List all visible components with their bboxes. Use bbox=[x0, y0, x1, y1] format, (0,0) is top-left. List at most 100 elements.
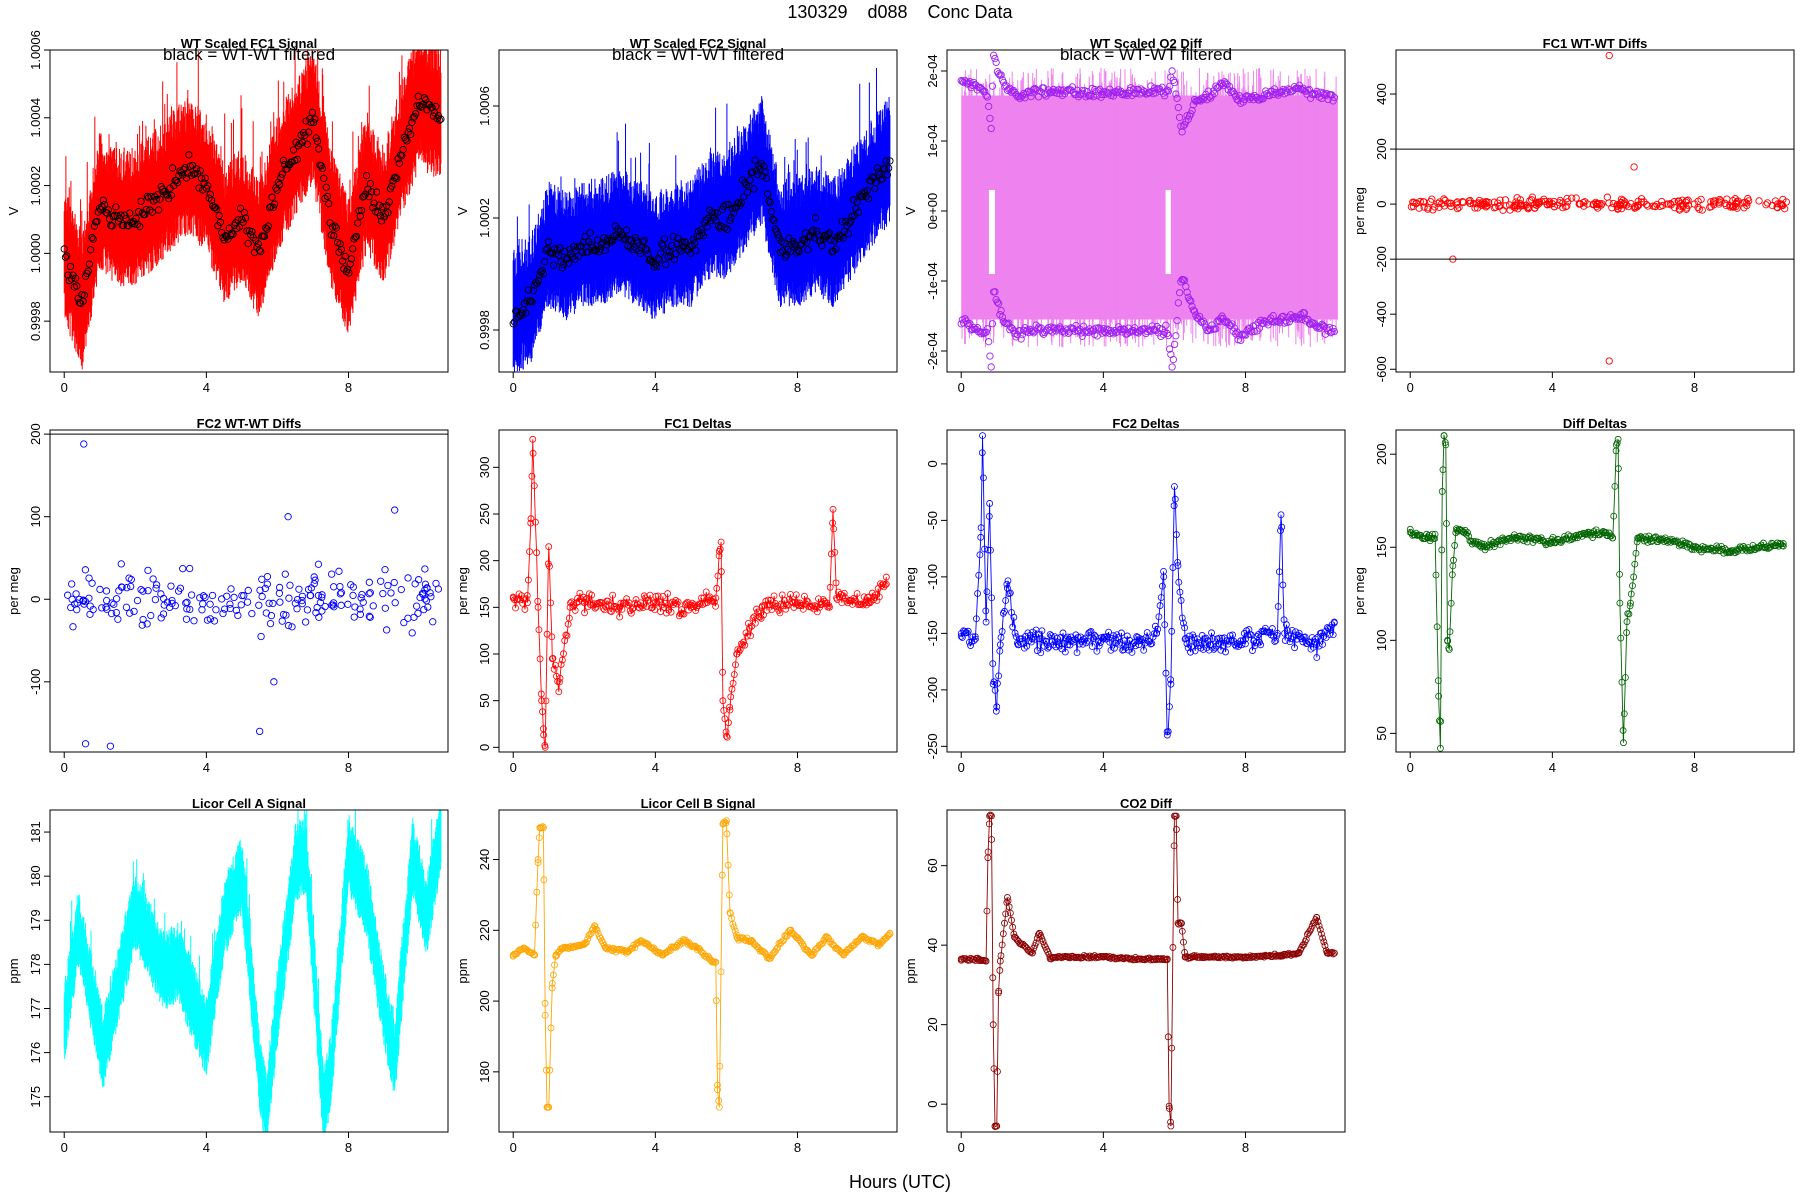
data-point bbox=[63, 252, 71, 260]
data-point bbox=[284, 621, 293, 630]
y-tick-label: 1.0000 bbox=[28, 233, 43, 273]
data-point bbox=[1623, 618, 1631, 626]
data-point bbox=[755, 613, 763, 620]
data-point bbox=[1473, 204, 1482, 212]
data-point bbox=[827, 236, 835, 244]
data-point bbox=[1211, 644, 1219, 652]
data-point bbox=[746, 176, 754, 184]
data-point bbox=[1267, 314, 1275, 322]
data-point bbox=[226, 604, 234, 613]
data-point bbox=[239, 218, 247, 226]
data-point bbox=[199, 592, 208, 600]
data-point bbox=[1177, 278, 1185, 286]
data-point bbox=[1549, 533, 1557, 541]
data-point bbox=[725, 719, 732, 727]
data-point bbox=[102, 603, 110, 611]
y-tick-label: 0 bbox=[28, 596, 43, 603]
data-point bbox=[313, 137, 322, 145]
plot-area bbox=[509, 435, 890, 751]
plot-area bbox=[509, 68, 894, 372]
data-point bbox=[1171, 495, 1179, 503]
data-point bbox=[143, 620, 151, 628]
data-point bbox=[1632, 549, 1640, 557]
data-point bbox=[89, 235, 97, 243]
y-tick-label: 300 bbox=[477, 456, 492, 478]
data-point bbox=[1436, 717, 1443, 725]
data-point bbox=[1410, 198, 1418, 207]
data-point bbox=[1614, 435, 1622, 443]
data-point bbox=[554, 251, 563, 259]
data-point bbox=[298, 599, 306, 608]
data-point bbox=[667, 608, 675, 616]
data-point bbox=[1458, 526, 1466, 534]
data-point bbox=[620, 236, 628, 244]
data-point bbox=[1160, 567, 1167, 575]
data-point bbox=[881, 581, 889, 589]
data-point bbox=[986, 352, 994, 360]
data-point bbox=[1682, 205, 1690, 213]
data-point bbox=[1068, 83, 1076, 91]
x-tick-label: 8 bbox=[345, 380, 352, 395]
data-point bbox=[730, 671, 738, 678]
data-point bbox=[67, 603, 75, 612]
data-point bbox=[1779, 540, 1787, 547]
data-point bbox=[304, 128, 313, 136]
data-point bbox=[1627, 599, 1634, 607]
data-point bbox=[278, 617, 286, 625]
data-point bbox=[122, 215, 130, 223]
data-point bbox=[196, 594, 204, 602]
data-point bbox=[1437, 744, 1444, 752]
data-point bbox=[1013, 330, 1022, 339]
data-point bbox=[420, 94, 429, 102]
data-point bbox=[1605, 357, 1613, 365]
data-point bbox=[429, 112, 437, 120]
data-point bbox=[93, 217, 101, 226]
data-point bbox=[1731, 195, 1739, 203]
panel-title: Diff Deltas bbox=[1563, 416, 1627, 431]
data-point bbox=[630, 243, 638, 251]
data-point bbox=[365, 590, 373, 598]
data-point bbox=[1173, 316, 1181, 325]
data-point bbox=[318, 607, 326, 615]
y-axis-label: per meg bbox=[6, 567, 21, 615]
data-point bbox=[983, 588, 991, 596]
data-point bbox=[1224, 86, 1232, 94]
data-point bbox=[320, 174, 328, 182]
data-point bbox=[839, 234, 847, 242]
panel-p2: 0 4 8 0.9998 1.0002 1.0006 V WT Scaled FC2 Sign… bbox=[455, 36, 898, 395]
data-point bbox=[350, 613, 358, 621]
data-point bbox=[1172, 90, 1180, 98]
x-tick-label: 8 bbox=[1691, 380, 1698, 395]
data-point bbox=[1679, 537, 1687, 545]
data-gap bbox=[988, 190, 995, 274]
x-tick-label: 8 bbox=[345, 760, 352, 775]
data-point bbox=[976, 83, 984, 91]
data-point bbox=[1016, 94, 1024, 103]
data-point bbox=[757, 614, 765, 622]
data-point bbox=[767, 207, 776, 216]
data-point bbox=[707, 216, 715, 225]
y-tick-label: -600 bbox=[1374, 356, 1389, 382]
data-point bbox=[293, 595, 302, 604]
data-point bbox=[561, 247, 569, 256]
data-point bbox=[313, 603, 321, 612]
data-point bbox=[813, 227, 821, 235]
data-point bbox=[884, 164, 893, 172]
data-point bbox=[832, 245, 840, 253]
data-point bbox=[75, 595, 83, 604]
data-point bbox=[122, 603, 131, 611]
data-point bbox=[391, 599, 399, 607]
data-point bbox=[760, 611, 767, 619]
data-point bbox=[1407, 203, 1416, 211]
data-point bbox=[993, 703, 1001, 711]
data-point bbox=[243, 227, 251, 235]
data-point bbox=[1018, 635, 1026, 643]
data-point bbox=[1610, 512, 1618, 520]
data-point bbox=[1052, 643, 1060, 651]
data-point bbox=[1238, 641, 1246, 649]
data-point bbox=[665, 248, 674, 256]
data-point bbox=[273, 186, 281, 194]
data-point bbox=[1135, 637, 1143, 644]
data-point bbox=[227, 585, 235, 593]
data-point bbox=[1268, 625, 1276, 632]
